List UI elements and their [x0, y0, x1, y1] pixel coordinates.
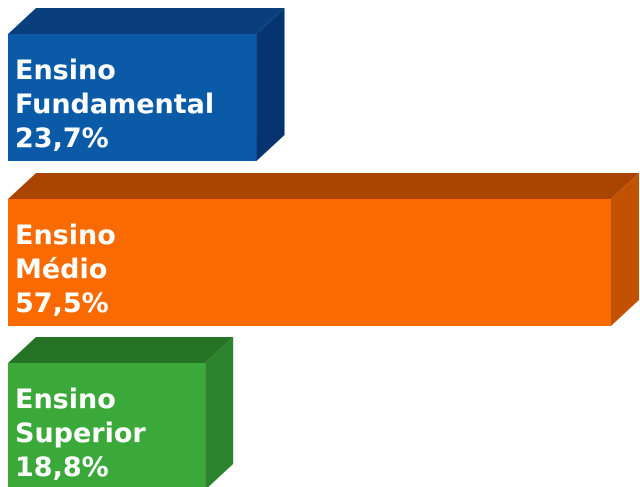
bar-top-face — [8, 173, 639, 199]
bar-category-label: Fundamental — [15, 89, 214, 120]
bar-value-label: 57,5% — [15, 288, 109, 319]
bar-category-label: Ensino — [15, 384, 116, 415]
bar-side-face — [205, 337, 234, 487]
bar-top-face — [8, 8, 285, 34]
bar-category-label: Ensino — [15, 55, 116, 86]
bar-front-face — [8, 34, 257, 161]
bar-category-label: Ensino — [15, 220, 116, 251]
bars-layer: EnsinoFundamental23,7%EnsinoMédio57,5%En… — [8, 8, 639, 487]
bar-category-label: Superior — [15, 418, 146, 449]
bar-value-label: 23,7% — [15, 123, 109, 154]
bar-side-face — [611, 173, 639, 326]
bar-top-face — [8, 337, 234, 363]
bar-front-face — [8, 363, 206, 487]
bar-side-face — [256, 8, 285, 161]
bar-front-face — [8, 199, 611, 326]
bar-category-label: Médio — [15, 254, 107, 285]
bar-value-label: 18,8% — [15, 452, 109, 483]
